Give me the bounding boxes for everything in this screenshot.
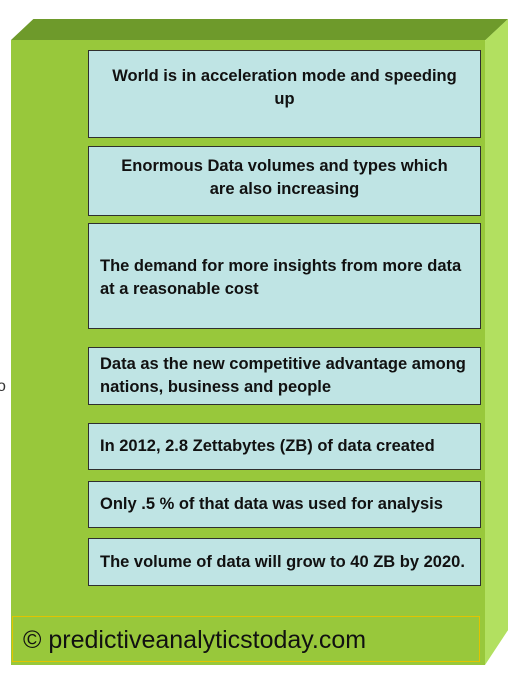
statement-text-5: In 2012, 2.8 Zettabytes (ZB) of data cre… xyxy=(100,437,435,455)
statement-box-1: World is in acceleration mode and speedi… xyxy=(88,50,481,138)
statement-text-2: Enormous Data volumes and types which ar… xyxy=(121,157,448,198)
statement-text-6: Only .5 % of that data was used for anal… xyxy=(100,495,443,513)
copyright-footer: © predictiveanalyticstoday.com xyxy=(12,616,480,662)
statement-box-7: The volume of data will grow to 40 ZB by… xyxy=(88,538,481,586)
statement-text-3: The demand for more insights from more d… xyxy=(100,256,462,298)
edge-mark: o xyxy=(0,378,6,395)
statement-box-3: The demand for more insights from more d… xyxy=(88,223,481,329)
statement-box-2: Enormous Data volumes and types which ar… xyxy=(88,146,481,216)
statement-text-1: World is in acceleration mode and speedi… xyxy=(112,67,457,108)
statement-box-5: In 2012, 2.8 Zettabytes (ZB) of data cre… xyxy=(88,423,481,470)
statement-text-4: Data as the new competitive advantage am… xyxy=(100,355,466,396)
slab-top-face xyxy=(11,19,508,40)
statement-box-4: Data as the new competitive advantage am… xyxy=(88,347,481,405)
statement-text-7: The volume of data will grow to 40 ZB by… xyxy=(100,552,465,571)
slab-side-face xyxy=(485,19,508,665)
statement-box-6: Only .5 % of that data was used for anal… xyxy=(88,481,481,528)
